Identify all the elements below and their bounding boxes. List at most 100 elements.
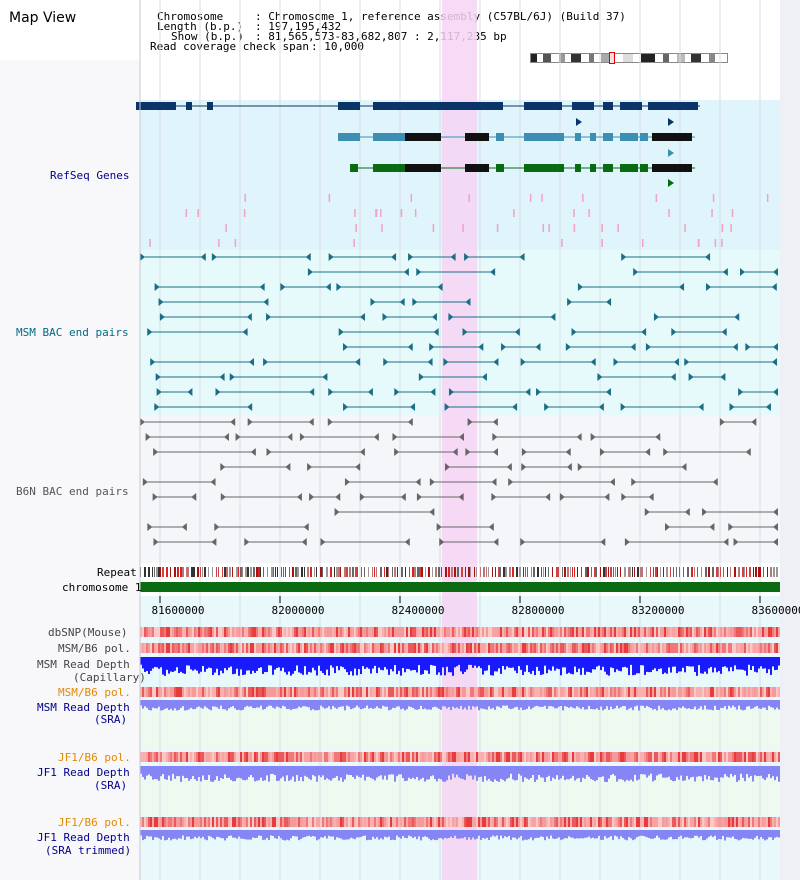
- msm-depth-capillary-bar: [146, 657, 148, 672]
- msm-b6-pol-density: [562, 643, 564, 653]
- jf1-depth-sra-bar: [536, 766, 538, 780]
- dbsnp-density: [160, 627, 162, 637]
- jf1-b6-pol-density: [154, 752, 156, 762]
- msm-depth-capillary-bar: [428, 657, 430, 674]
- jf1-b6-pol-density-2: [708, 817, 710, 827]
- jf1-b6-pol-density: [708, 752, 710, 762]
- msm-b6-pol-density-2: [452, 687, 454, 697]
- msm-depth-capillary-bar: [520, 657, 522, 670]
- track-label-msm-b6-pol-2: MSM/B6 pol.: [58, 686, 131, 699]
- jf1-depth-trim-bar: [410, 830, 412, 837]
- jf1-b6-pol-density-2: [648, 817, 650, 827]
- msm-depth-capillary-bar: [588, 657, 590, 673]
- msm-b6-pol-density: [284, 643, 286, 653]
- msm-depth-capillary-bar: [700, 657, 702, 674]
- msm-depth-sra-bar: [748, 700, 750, 707]
- msm-depth-capillary-bar: [516, 657, 518, 674]
- dbsnp-density: [158, 627, 160, 637]
- track-label-msm-bac: MSM BAC end pairs: [16, 326, 129, 339]
- msm-b6-pol-density: [450, 643, 452, 653]
- msm-depth-sra-bar: [752, 700, 754, 709]
- msm-b6-pol-density: [654, 643, 656, 653]
- jf1-b6-pol-density: [634, 752, 636, 762]
- jf1-depth-sra-bar: [208, 766, 210, 775]
- msm-depth-sra-bar: [162, 700, 164, 711]
- gene-exon: [572, 102, 594, 110]
- msm-depth-capillary-bar: [258, 657, 260, 669]
- msm-b6-pol-density: [578, 643, 580, 653]
- msm-depth-capillary-bar: [266, 657, 268, 672]
- jf1-depth-trim-bar: [340, 830, 342, 839]
- msm-b6-pol-density: [438, 643, 440, 653]
- jf1-b6-pol-density: [602, 752, 604, 762]
- repeat-element: [596, 567, 597, 577]
- jf1-depth-trim-bar: [388, 830, 390, 837]
- msm-depth-sra-bar: [706, 700, 708, 710]
- dbsnp-density: [566, 627, 568, 637]
- dbsnp-density: [764, 627, 766, 637]
- msm-b6-pol-density: [318, 643, 320, 653]
- repeat-element: [503, 567, 505, 577]
- jf1-depth-sra-bar: [282, 766, 284, 777]
- ideogram-position-marker[interactable]: [609, 52, 615, 64]
- msm-depth-capillary-bar: [268, 657, 270, 666]
- jf1-depth-sra-bar: [752, 766, 754, 782]
- msm-b6-pol-density-2: [310, 687, 312, 697]
- msm-depth-sra-bar: [196, 700, 198, 708]
- jf1-depth-sra-bar: [288, 766, 290, 781]
- dbsnp-density: [594, 627, 596, 637]
- jf1-depth-sra-bar: [398, 766, 400, 775]
- msm-b6-pol-density-2: [586, 687, 588, 697]
- jf1-b6-pol-density-2: [288, 817, 290, 827]
- jf1-depth-sra-bar: [580, 766, 582, 783]
- jf1-depth-trim-bar: [414, 830, 416, 837]
- msm-depth-sra-bar: [594, 700, 596, 710]
- msm-b6-pol-density-2: [456, 687, 458, 697]
- msm-depth-sra-bar: [270, 700, 272, 706]
- jf1-depth-sra-bar: [736, 766, 738, 782]
- msm-depth-sra-bar: [670, 700, 672, 711]
- jf1-depth-trim-bar: [274, 830, 276, 839]
- msm-depth-sra-bar: [492, 700, 494, 708]
- msm-b6-pol-density-2: [336, 687, 338, 697]
- jf1-depth-trim-bar: [396, 830, 398, 836]
- msm-b6-pol-density: [426, 643, 428, 653]
- jf1-b6-pol-density: [252, 752, 254, 762]
- jf1-depth-trim-bar: [188, 830, 190, 837]
- jf1-b6-pol-density-2: [714, 817, 716, 827]
- chromosome-ideogram[interactable]: [530, 53, 728, 63]
- jf1-depth-trim-bar: [666, 830, 668, 840]
- jf1-b6-pol-density-2: [180, 817, 182, 827]
- msm-depth-capillary-bar: [660, 657, 662, 669]
- jf1-b6-pol-density: [544, 752, 546, 762]
- repeat-element: [615, 567, 616, 577]
- jf1-depth-trim-bar: [618, 830, 620, 840]
- jf1-b6-pol-density: [272, 752, 274, 762]
- jf1-depth-trim-bar: [752, 830, 754, 840]
- jf1-b6-pol-density-2: [450, 817, 452, 827]
- msm-depth-capillary-bar: [260, 657, 262, 668]
- jf1-b6-pol-density: [436, 752, 438, 762]
- msm-b6-pol-density-2: [676, 687, 678, 697]
- msm-b6-pol-density: [186, 643, 188, 653]
- msm-depth-sra-bar: [336, 700, 338, 709]
- msm-b6-pol-density: [540, 643, 542, 653]
- jf1-b6-pol-density-2: [480, 817, 482, 827]
- jf1-b6-pol-density-2: [442, 817, 444, 827]
- jf1-b6-pol-density-2: [494, 817, 496, 827]
- jf1-b6-pol-density: [710, 752, 712, 762]
- msm-depth-capillary-bar: [550, 657, 552, 671]
- msm-depth-capillary-bar: [208, 657, 210, 668]
- gene-exon: [405, 133, 435, 141]
- msm-depth-capillary-bar: [488, 657, 490, 666]
- jf1-depth-sra-bar: [364, 766, 366, 781]
- msm-b6-pol-density: [232, 643, 234, 653]
- msm-depth-capillary-bar: [234, 657, 236, 674]
- repeat-element: [613, 567, 614, 577]
- msm-bac-pair-end: [342, 343, 348, 351]
- repeat-element: [435, 567, 437, 577]
- jf1-depth-trim-bar: [594, 830, 596, 839]
- jf1-b6-pol-density: [380, 752, 382, 762]
- msm-b6-pol-density: [452, 643, 454, 653]
